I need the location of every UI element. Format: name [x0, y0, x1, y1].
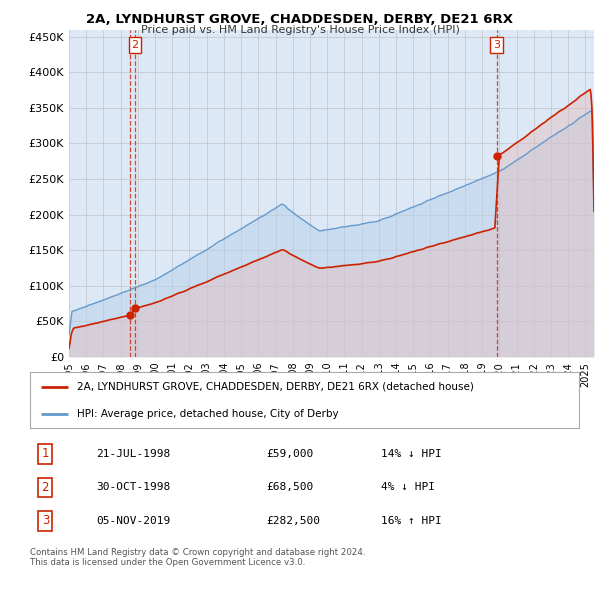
Text: Price paid vs. HM Land Registry's House Price Index (HPI): Price paid vs. HM Land Registry's House … — [140, 25, 460, 35]
Text: 2A, LYNDHURST GROVE, CHADDESDEN, DERBY, DE21 6RX (detached house): 2A, LYNDHURST GROVE, CHADDESDEN, DERBY, … — [77, 382, 473, 392]
Text: 2: 2 — [41, 481, 49, 494]
Text: 3: 3 — [493, 40, 500, 50]
Text: £282,500: £282,500 — [266, 516, 320, 526]
Text: HPI: Average price, detached house, City of Derby: HPI: Average price, detached house, City… — [77, 409, 338, 419]
Text: 3: 3 — [41, 514, 49, 527]
Text: 2: 2 — [131, 40, 139, 50]
Text: 2A, LYNDHURST GROVE, CHADDESDEN, DERBY, DE21 6RX: 2A, LYNDHURST GROVE, CHADDESDEN, DERBY, … — [86, 13, 514, 26]
Text: £68,500: £68,500 — [266, 483, 313, 492]
Text: £59,000: £59,000 — [266, 449, 313, 459]
Text: 30-OCT-1998: 30-OCT-1998 — [96, 483, 170, 492]
Text: 14% ↓ HPI: 14% ↓ HPI — [382, 449, 442, 459]
Text: 16% ↑ HPI: 16% ↑ HPI — [382, 516, 442, 526]
Text: Contains HM Land Registry data © Crown copyright and database right 2024.
This d: Contains HM Land Registry data © Crown c… — [30, 548, 365, 567]
Text: 05-NOV-2019: 05-NOV-2019 — [96, 516, 170, 526]
Text: 4% ↓ HPI: 4% ↓ HPI — [382, 483, 436, 492]
Text: 1: 1 — [41, 447, 49, 460]
Text: 21-JUL-1998: 21-JUL-1998 — [96, 449, 170, 459]
